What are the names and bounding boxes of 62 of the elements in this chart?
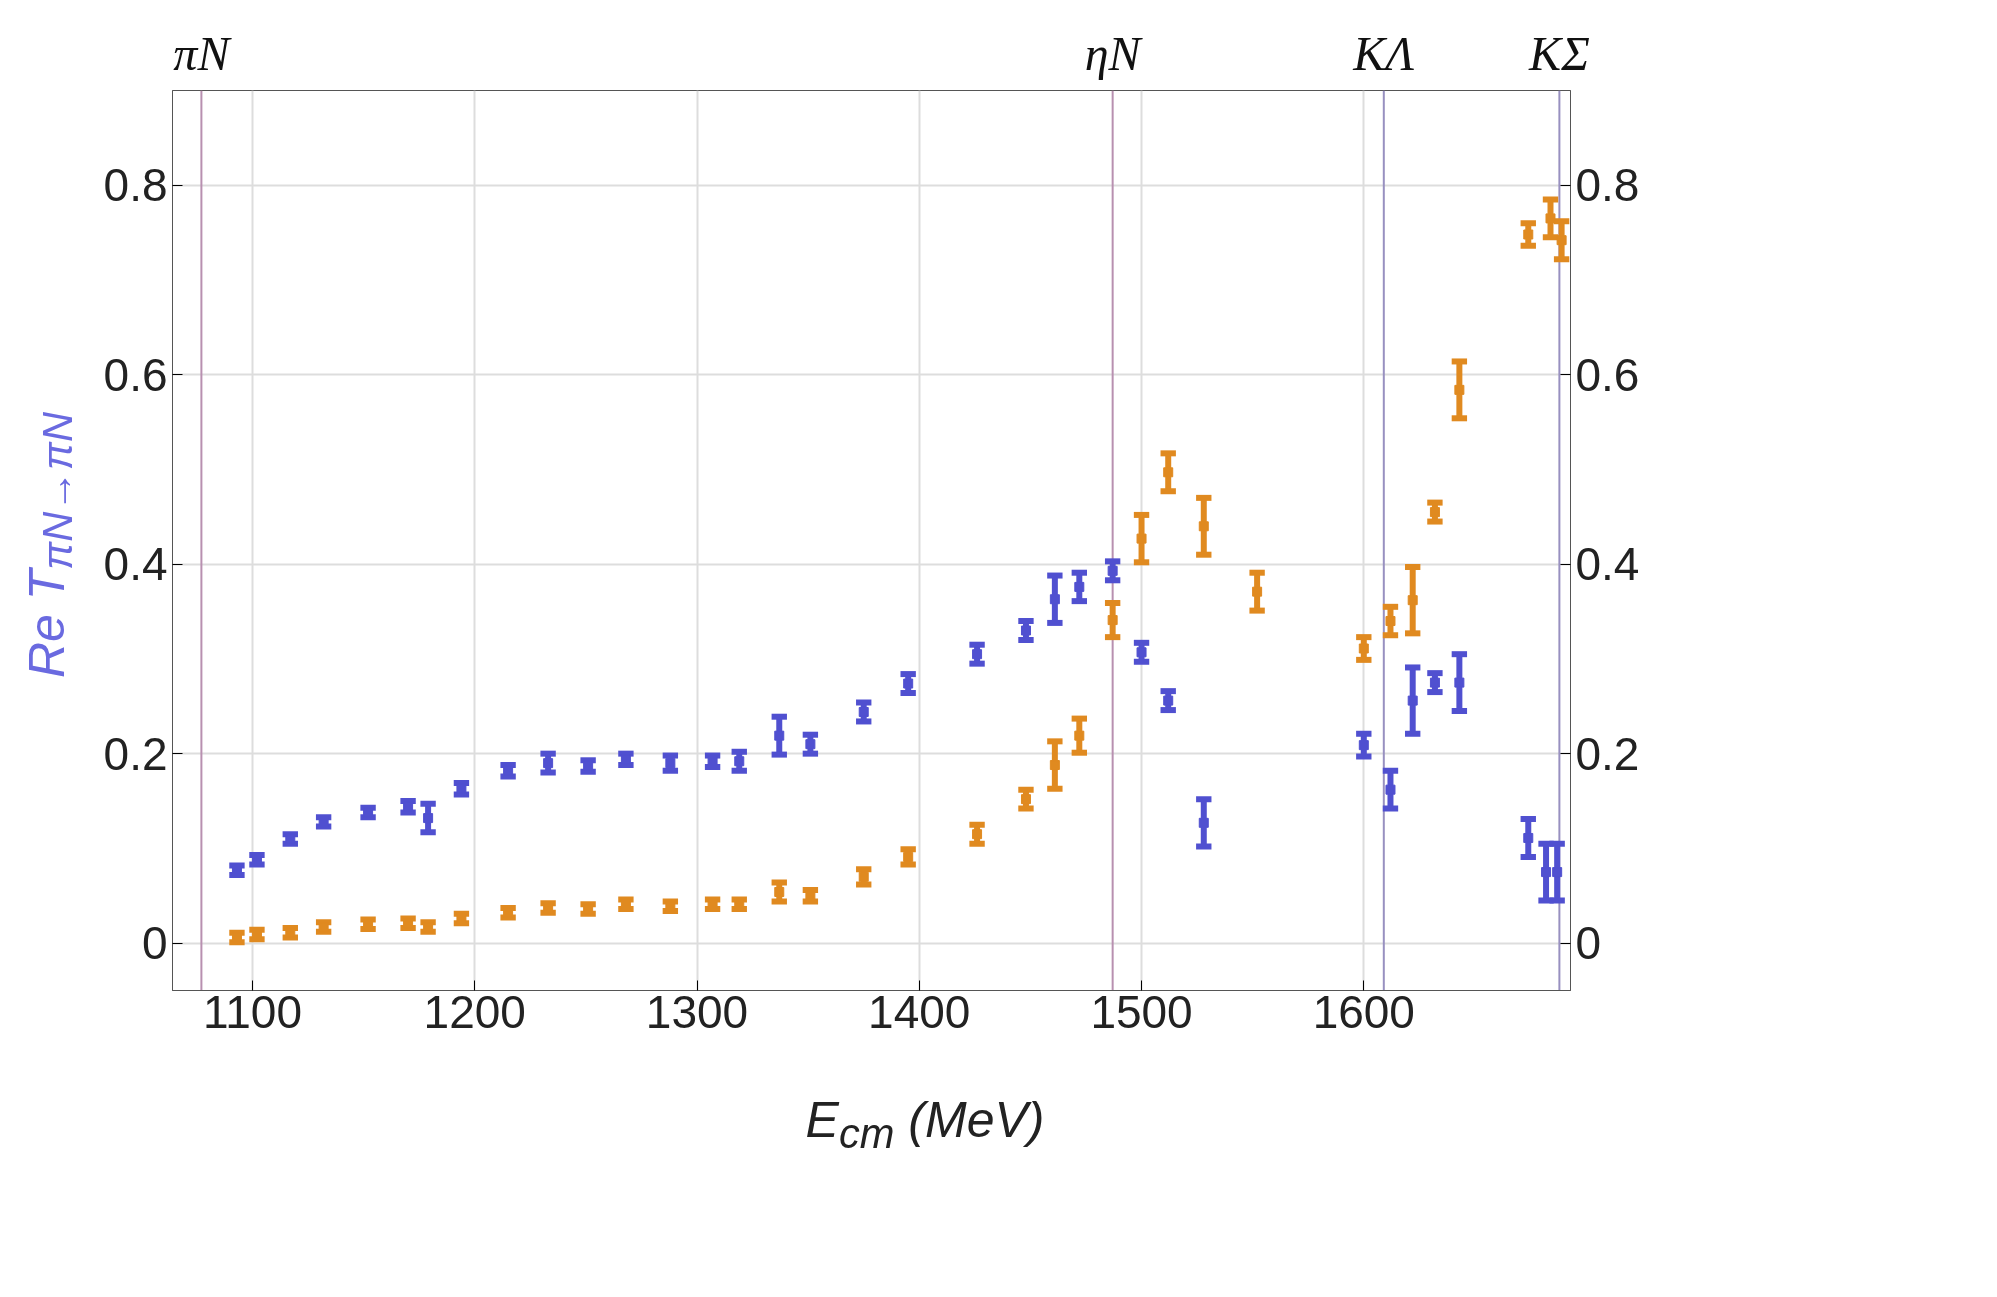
y2-tick-label: 0 bbox=[1575, 917, 1602, 970]
ref-line-label: KΣ bbox=[1528, 26, 1590, 80]
x-tick-label: 1500 bbox=[1090, 985, 1193, 1038]
point bbox=[1385, 616, 1396, 627]
point bbox=[1074, 730, 1085, 741]
ref-line-label: ηN bbox=[1084, 26, 1144, 80]
x-tick-label: 1600 bbox=[1312, 985, 1415, 1038]
ref-line-label: KΛ bbox=[1352, 26, 1415, 80]
y-tick-label: 0.2 bbox=[103, 727, 168, 780]
point bbox=[423, 813, 434, 824]
point bbox=[1454, 384, 1465, 395]
point bbox=[1429, 677, 1440, 688]
point bbox=[972, 649, 983, 660]
point bbox=[1545, 213, 1556, 224]
x-tick-label: 1300 bbox=[645, 985, 749, 1038]
ref-line-label: πN bbox=[173, 26, 233, 80]
point bbox=[1523, 832, 1534, 843]
point bbox=[1107, 615, 1118, 626]
point bbox=[805, 739, 816, 750]
point bbox=[1198, 817, 1209, 828]
point bbox=[1429, 507, 1440, 518]
point bbox=[1552, 867, 1563, 878]
point bbox=[1523, 229, 1534, 240]
point bbox=[858, 706, 869, 717]
y-tick-label: 0.6 bbox=[103, 348, 168, 401]
point bbox=[1385, 784, 1396, 795]
x-tick-label: 1400 bbox=[868, 985, 971, 1038]
point bbox=[1163, 695, 1174, 706]
x-axis-title: E$_{cm}$ (MeV) bbox=[805, 1091, 1045, 1159]
point bbox=[1107, 565, 1118, 576]
point bbox=[774, 886, 785, 897]
point bbox=[1136, 533, 1147, 544]
point bbox=[972, 829, 983, 840]
point bbox=[1407, 595, 1418, 606]
point bbox=[1020, 625, 1031, 636]
point bbox=[543, 758, 554, 769]
y2-tick-label: 0.2 bbox=[1575, 727, 1640, 780]
point bbox=[1136, 647, 1147, 658]
x-tick-label: 1100 bbox=[203, 985, 302, 1038]
y-tick-label: 0 bbox=[141, 917, 168, 970]
point bbox=[1252, 586, 1263, 597]
point bbox=[1407, 695, 1418, 706]
x-tick-label: 1200 bbox=[423, 985, 526, 1038]
point bbox=[1541, 867, 1552, 878]
point bbox=[1049, 760, 1060, 771]
point bbox=[1020, 794, 1031, 805]
y2-tick-label: 0.6 bbox=[1575, 348, 1640, 401]
y-tick-label: 0.8 bbox=[103, 159, 168, 212]
point bbox=[1358, 740, 1369, 751]
point bbox=[1454, 677, 1465, 688]
y-tick-label: 0.4 bbox=[103, 538, 168, 591]
point bbox=[1049, 594, 1060, 605]
point bbox=[774, 730, 785, 741]
point bbox=[903, 678, 914, 689]
point bbox=[1358, 643, 1369, 654]
point bbox=[1163, 467, 1174, 478]
point bbox=[1198, 521, 1209, 532]
point bbox=[734, 756, 745, 767]
point bbox=[1074, 581, 1085, 592]
y2-tick-label: 0.8 bbox=[1575, 159, 1640, 212]
y2-tick-label: 0.4 bbox=[1575, 538, 1640, 591]
point bbox=[1556, 235, 1567, 246]
